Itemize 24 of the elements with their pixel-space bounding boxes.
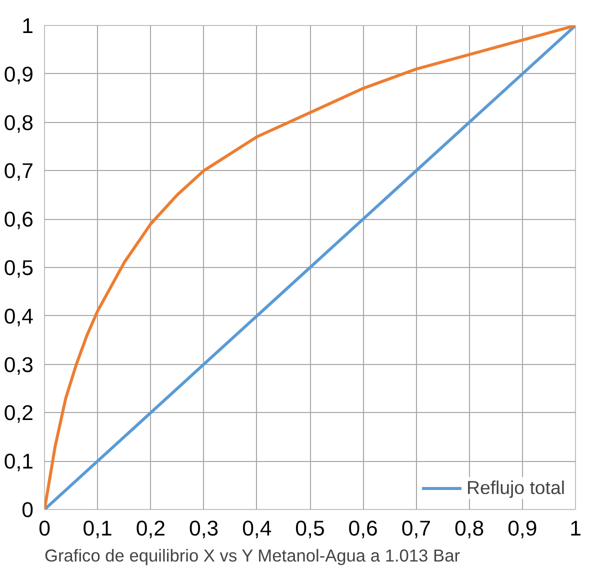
- x-tick-label: 0,9: [508, 516, 538, 540]
- x-tick-label: 0,7: [401, 516, 432, 540]
- x-tick-label: 0,6: [348, 516, 378, 540]
- x-tick-label: 1: [570, 516, 582, 540]
- x-tick-label: 0,8: [454, 516, 484, 540]
- x-tick-label: 0,3: [188, 516, 219, 540]
- x-tick-label: 0,2: [136, 516, 166, 540]
- legend-label: Reflujo total: [466, 477, 565, 499]
- y-tick-label: 0,6: [4, 208, 34, 232]
- y-tick-label: 0,7: [4, 159, 34, 184]
- y-tick-label: 0,1: [4, 450, 34, 474]
- y-tick-label: 0,8: [4, 110, 34, 135]
- y-tick-label: 1: [22, 14, 34, 38]
- y-tick-label: 0,3: [4, 352, 34, 377]
- x-tick-label: 0,1: [82, 516, 112, 540]
- x-tick-label: 0,5: [295, 516, 325, 540]
- y-tick-label: 0: [22, 498, 34, 522]
- y-tick-label: 0,9: [4, 62, 34, 86]
- y-tick-label: 0,5: [4, 256, 34, 280]
- x-tick-label: 0: [38, 516, 51, 540]
- y-tick-label: 0,4: [4, 304, 34, 328]
- x-tick-label: 0,4: [242, 516, 272, 540]
- x-axis-title: Grafico de equilibrio X vs Y Metanol-Agua a 1.013 Bar: [44, 546, 460, 566]
- y-tick-label: 0,2: [4, 401, 34, 426]
